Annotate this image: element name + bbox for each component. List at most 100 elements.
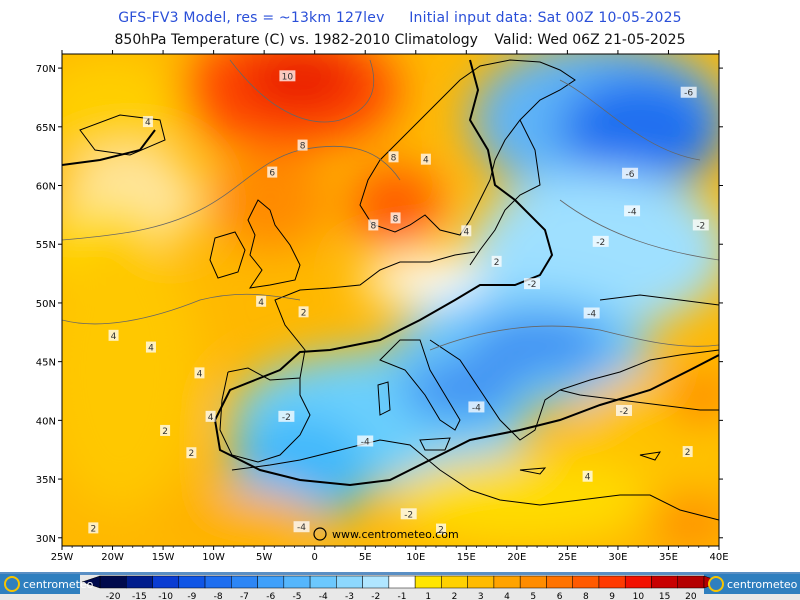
centrometeo-logo-icon bbox=[708, 576, 724, 592]
contour-label-box bbox=[461, 225, 472, 237]
colorbar-label: -10 bbox=[158, 592, 173, 600]
colorbar: -20 -15 -10 -9 -8 -7 -6 -5 -4 -3 -2 -1 1 2 3 4 5 6 8 9 10 15 2… bbox=[0, 572, 800, 600]
lon-label: 25E bbox=[558, 552, 577, 563]
brand-right-bg bbox=[704, 574, 800, 594]
contour-label: 2 bbox=[494, 258, 500, 268]
contour-label-box bbox=[256, 295, 267, 307]
centrometeo-logo-icon bbox=[4, 576, 20, 592]
contour-label: 2 bbox=[685, 448, 691, 458]
contour-label-box bbox=[583, 307, 600, 319]
contour-label-box bbox=[278, 410, 295, 422]
colorbar-swatch bbox=[178, 575, 206, 589]
colorbar-swatch bbox=[231, 575, 258, 589]
colorbar-label: -4 bbox=[319, 592, 328, 600]
lon-label: 15E bbox=[457, 552, 476, 563]
colorbar-swatch bbox=[651, 575, 678, 589]
contour-label: 8 bbox=[393, 214, 399, 224]
contour-label-box bbox=[186, 447, 197, 459]
contour-label-box bbox=[297, 139, 308, 151]
model-header: GFS-FV3 Model, res = ~13km 127lev Initia… bbox=[0, 10, 800, 26]
contour-label: 2 bbox=[301, 308, 307, 318]
lon-label: 20E bbox=[507, 552, 526, 563]
contour-label-box bbox=[491, 255, 502, 267]
colorbar-label: -15 bbox=[132, 592, 147, 600]
contour-label: 4 bbox=[145, 118, 151, 128]
colorbar-label: -5 bbox=[292, 592, 301, 600]
lon-label: 15W bbox=[152, 552, 175, 563]
coastlines bbox=[79, 59, 719, 521]
colorbar-swatch bbox=[441, 575, 468, 589]
colorbar-swatch bbox=[283, 575, 311, 589]
contour-label-box bbox=[592, 235, 609, 247]
contour-label: 4 bbox=[463, 227, 469, 237]
colorbar-swatch bbox=[388, 575, 416, 589]
contour-label-box bbox=[682, 446, 693, 458]
colorbar-swatch bbox=[152, 575, 180, 589]
contour-label-box bbox=[615, 404, 632, 416]
product-header: 850hPa Temperature (C) vs. 1982-2010 Cli… bbox=[0, 32, 800, 48]
lon-label: 10E bbox=[406, 552, 425, 563]
colorbar-label: 9 bbox=[609, 592, 615, 600]
lat-label: 30N bbox=[36, 534, 56, 545]
longitude-labels: 25W 20W 15W 10W 5W 0 5E 10E 15E 20E 25E 30E 35E 40E bbox=[51, 552, 729, 563]
contour-label: 4 bbox=[148, 344, 154, 354]
contour-label-box bbox=[160, 424, 171, 436]
contour-label: 4 bbox=[258, 298, 264, 308]
contour-label: -2 bbox=[696, 221, 705, 231]
axis-ticks bbox=[58, 50, 723, 550]
colorbar-label: -20 bbox=[106, 592, 121, 600]
lat-label: 55N bbox=[36, 240, 56, 251]
colorbar-swatch bbox=[126, 575, 153, 589]
contour-label-box bbox=[293, 521, 310, 533]
contour-label-box bbox=[279, 70, 296, 82]
contour-label: 2 bbox=[189, 449, 195, 459]
contour-label: 4 bbox=[197, 369, 203, 379]
colorbar-swatch bbox=[257, 575, 285, 589]
svg-text:www.centrometeo.com: www.centrometeo.com bbox=[332, 528, 459, 541]
lon-label: 40E bbox=[709, 552, 728, 563]
colorbar-swatch bbox=[519, 575, 547, 589]
colorbar-swatch bbox=[546, 575, 573, 589]
colorbar-label: -8 bbox=[214, 592, 223, 600]
contour-label-box bbox=[267, 166, 278, 178]
contour-label-box bbox=[88, 522, 99, 534]
colorbar-swatch bbox=[414, 575, 442, 589]
lon-label: 20W bbox=[101, 552, 124, 563]
contour-label-box bbox=[108, 329, 119, 341]
colorbar-label: 8 bbox=[583, 592, 589, 600]
lon-label: 0 bbox=[312, 552, 318, 563]
latitude-labels: 70N 65N 60N 55N 50N 45N 40N 35N 30N bbox=[36, 64, 56, 545]
contour-label-box bbox=[680, 86, 697, 98]
colorbar-swatch bbox=[99, 575, 127, 589]
zero-isotherm bbox=[62, 59, 719, 487]
colorbar-label: -2 bbox=[371, 592, 380, 600]
lon-label: 30E bbox=[608, 552, 627, 563]
contour-label: 8 bbox=[370, 221, 376, 231]
contour-label-box bbox=[205, 410, 216, 422]
contour-label: 4 bbox=[585, 473, 591, 483]
colorbar-label: 10 bbox=[633, 592, 645, 600]
contour-label-box bbox=[142, 116, 153, 128]
contour-label-box bbox=[388, 151, 399, 163]
contour-label: 2 bbox=[162, 427, 168, 437]
colorbar-label: 1 bbox=[425, 592, 431, 600]
contour-label-box bbox=[692, 219, 709, 231]
lon-label: 35E bbox=[659, 552, 678, 563]
colorbar-label: 4 bbox=[504, 592, 510, 600]
brand-right: centrometeo bbox=[708, 574, 797, 594]
colorbar-swatch bbox=[598, 575, 626, 589]
contour-label-box bbox=[624, 205, 641, 217]
contour-label: 2 bbox=[438, 526, 444, 536]
temperature-field bbox=[62, 54, 719, 546]
colorbar-swatch bbox=[493, 575, 521, 589]
lat-label: 45N bbox=[36, 358, 56, 369]
colorbar-label: -3 bbox=[345, 592, 354, 600]
contour-label-box bbox=[524, 278, 541, 290]
init-date: Initial input data: Sat 00Z 10-05-2025 bbox=[409, 10, 682, 26]
product-title: 850hPa Temperature (C) vs. 1982-2010 Cli… bbox=[114, 32, 478, 48]
contour-label-box bbox=[145, 341, 156, 353]
colorbar-swatch bbox=[204, 575, 232, 589]
watermark: www.centrometeo.com bbox=[313, 527, 459, 541]
contour-label-box bbox=[390, 212, 401, 224]
lat-label: 35N bbox=[36, 475, 56, 486]
